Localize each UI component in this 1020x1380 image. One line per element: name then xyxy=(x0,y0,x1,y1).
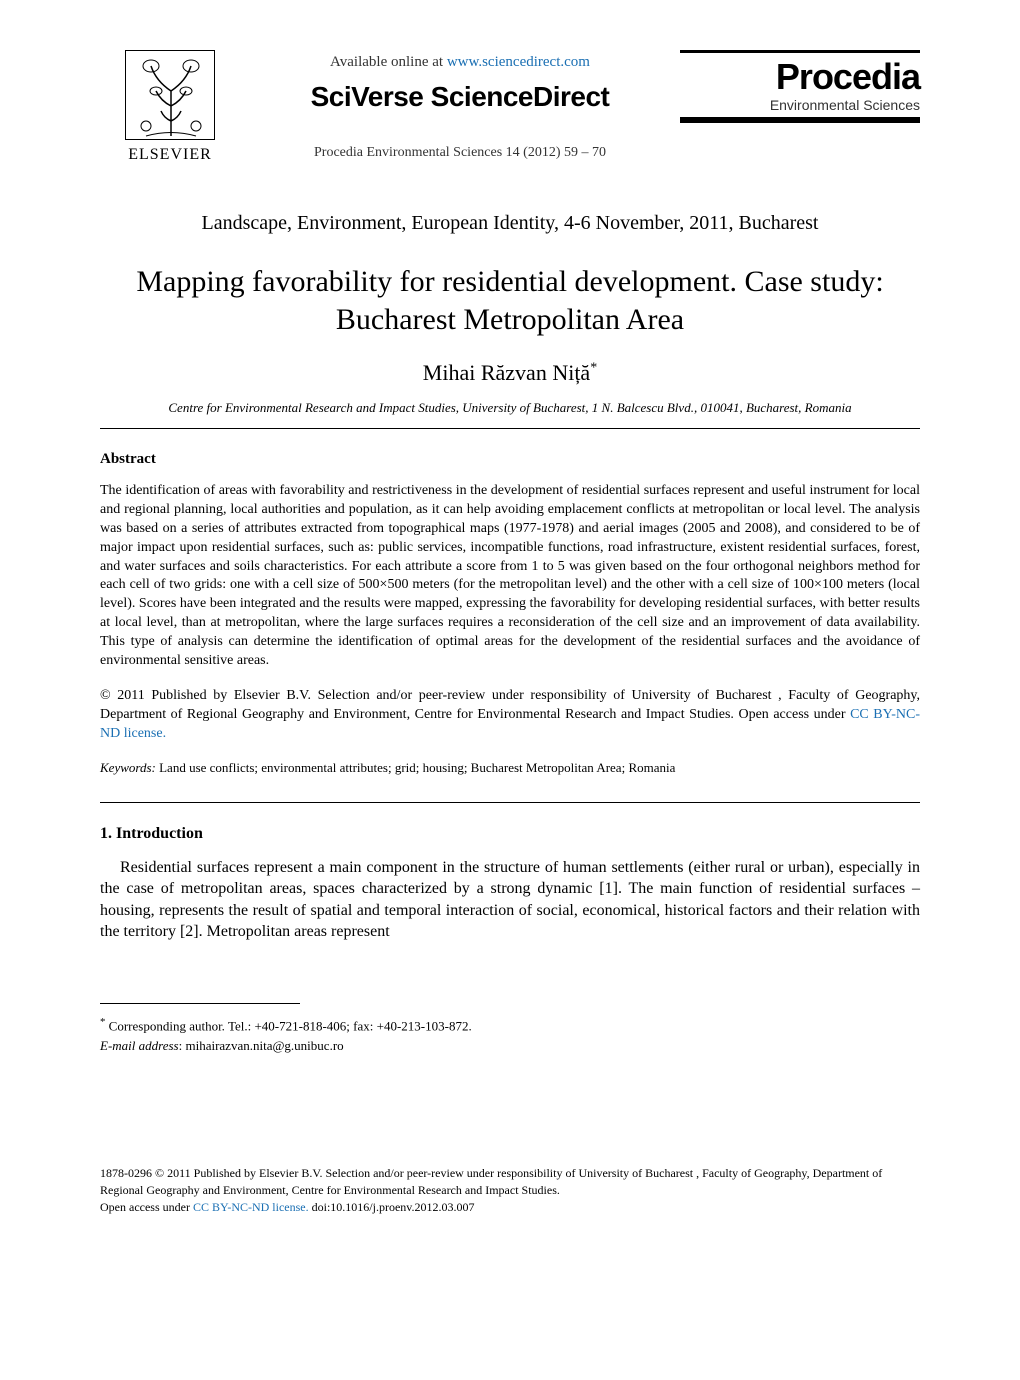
copyright-text: © 2011 Published by Elsevier B.V. Select… xyxy=(100,688,920,722)
available-prefix: Available online at xyxy=(330,54,447,70)
footer-license-link[interactable]: CC BY-NC-ND license. xyxy=(193,1200,309,1214)
footer-block: 1878-0296 © 2011 Published by Elsevier B… xyxy=(100,1165,920,1215)
journal-title: Procedia xyxy=(680,59,920,95)
publisher-block: ELSEVIER xyxy=(100,50,240,164)
publisher-name: ELSEVIER xyxy=(128,146,212,164)
footer-open-access: Open access under xyxy=(100,1200,193,1214)
section1-body: Residential surfaces represent a main co… xyxy=(100,857,920,943)
header-center: Available online at www.sciencedirect.co… xyxy=(240,50,680,161)
footnote-block: * Corresponding author. Tel.: +40-721-81… xyxy=(100,1014,920,1055)
footnote-email-label: E-mail address xyxy=(100,1038,179,1053)
sciencedirect-link[interactable]: www.sciencedirect.com xyxy=(447,54,590,70)
footnote-email-text: : mihairazvan.nita@g.unibuc.ro xyxy=(179,1038,344,1053)
author-name: Mihai Răzvan Niță xyxy=(423,360,590,385)
abstract-heading: Abstract xyxy=(100,451,920,468)
footnote-corresponding-text: Corresponding author. Tel.: +40-721-818-… xyxy=(105,1018,471,1033)
available-online: Available online at www.sciencedirect.co… xyxy=(255,54,665,71)
footer-line2: Open access under CC BY-NC-ND license. d… xyxy=(100,1199,920,1216)
footnote-rule xyxy=(100,1003,300,1004)
citation-line: Procedia Environmental Sciences 14 (2012… xyxy=(255,145,665,161)
divider-top xyxy=(100,428,920,429)
journal-subtitle: Environmental Sciences xyxy=(680,97,920,113)
keywords-line: Keywords: Land use conflicts; environmen… xyxy=(100,760,920,776)
abstract-text: The identification of areas with favorab… xyxy=(100,482,920,671)
journal-block: Procedia Environmental Sciences xyxy=(680,50,920,123)
section1-heading: 1. Introduction xyxy=(100,825,920,843)
footer-line1: 1878-0296 © 2011 Published by Elsevier B… xyxy=(100,1165,920,1199)
author-marker: * xyxy=(590,361,597,376)
keywords-text: Land use conflicts; environmental attrib… xyxy=(156,760,676,775)
journal-box: Procedia Environmental Sciences xyxy=(680,50,920,123)
footnote-corresponding: * Corresponding author. Tel.: +40-721-81… xyxy=(100,1014,920,1036)
copyright-block: © 2011 Published by Elsevier B.V. Select… xyxy=(100,687,920,744)
footnote-email: E-mail address: mihairazvan.nita@g.unibu… xyxy=(100,1036,920,1056)
platform-name: SciVerse ScienceDirect xyxy=(255,81,665,113)
keywords-label: Keywords: xyxy=(100,760,156,775)
author-line: Mihai Răzvan Niță* xyxy=(100,360,920,386)
footer-doi: doi:10.1016/j.proenv.2012.03.007 xyxy=(309,1200,475,1214)
affiliation: Centre for Environmental Research and Im… xyxy=(100,400,920,416)
paper-title: Mapping favorability for residential dev… xyxy=(100,263,920,338)
conference-line: Landscape, Environment, European Identit… xyxy=(100,212,920,235)
elsevier-logo xyxy=(125,50,215,140)
divider-bottom xyxy=(100,802,920,803)
header: ELSEVIER Available online at www.science… xyxy=(100,50,920,164)
